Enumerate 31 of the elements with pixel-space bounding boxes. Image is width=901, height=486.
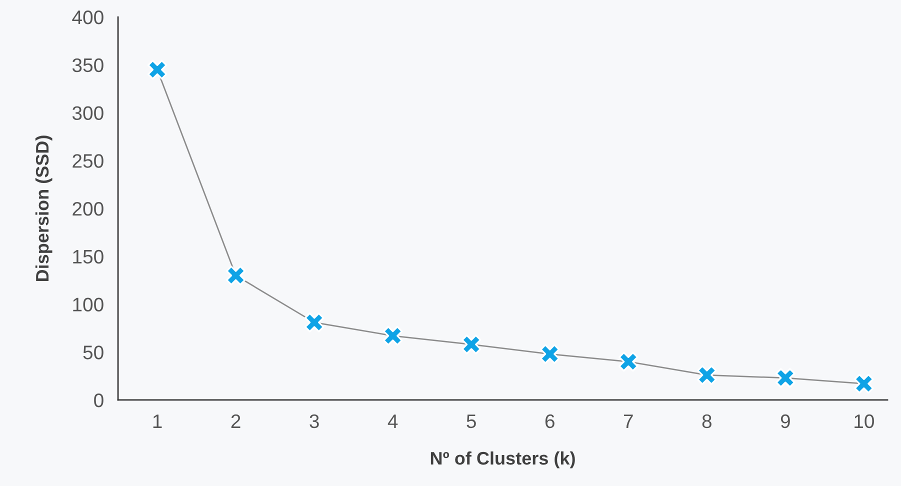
- point: [854, 374, 874, 394]
- y-tick-label: 100: [73, 298, 104, 312]
- y-tick-label: 300: [72, 106, 104, 120]
- y-tick-label: 400: [72, 10, 104, 24]
- point: [147, 60, 168, 80]
- x-tick-label: 6: [545, 414, 554, 428]
- x-tick-label: 1: [153, 414, 162, 428]
- point: [776, 368, 796, 388]
- x-tick-label: 3: [310, 414, 319, 428]
- x-tick-label: 9: [780, 414, 790, 428]
- x-axis-title: Nº of Clusters (k): [430, 451, 575, 468]
- y-axis-title: Dispersion (SSD): [35, 136, 52, 282]
- point: [226, 266, 246, 286]
- y-tick-label: 50: [83, 346, 104, 360]
- x-tick-label: 10: [854, 414, 874, 428]
- x-tick-label: 2: [231, 414, 240, 428]
- x-tick-label: 5: [466, 414, 476, 428]
- x-tick-label: 7: [624, 414, 633, 428]
- point: [697, 365, 717, 385]
- point: [461, 334, 482, 354]
- y-tick-label: 150: [73, 250, 104, 264]
- y-tick-label: 200: [72, 202, 104, 216]
- point: [540, 344, 560, 364]
- point: [618, 352, 638, 372]
- x-tick-label: 4: [388, 414, 398, 428]
- y-tick-label: 0: [94, 393, 104, 408]
- point: [382, 326, 403, 346]
- y-tick-label: 250: [72, 154, 104, 168]
- y-tick-label: 350: [72, 58, 104, 72]
- point: [304, 312, 324, 332]
- x-tick-label: 8: [702, 414, 712, 428]
